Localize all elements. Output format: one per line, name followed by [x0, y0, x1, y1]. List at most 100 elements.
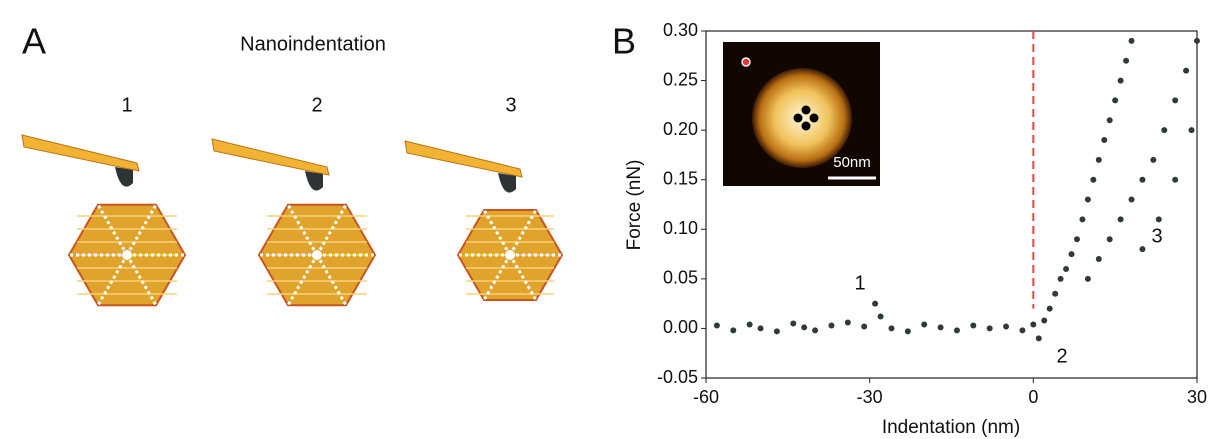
data-point [1079, 216, 1086, 223]
tip [498, 173, 516, 193]
data-point [790, 320, 797, 327]
hexagon-spoke [482, 254, 512, 301]
data-point [986, 325, 993, 332]
data-point [1172, 176, 1179, 183]
data-point [1150, 156, 1157, 163]
x-tick-label: -60 [693, 387, 719, 407]
hexagon-spoke [286, 254, 319, 306]
data-point [1090, 176, 1097, 183]
data-point [1106, 117, 1113, 124]
y-tick-label: 0.25 [663, 69, 698, 89]
data-point [757, 325, 764, 332]
inset-dot [793, 113, 803, 123]
x-axis-label: Indentation (nm) [882, 417, 1020, 438]
data-point [1106, 236, 1113, 243]
data-point [844, 319, 851, 326]
hexagon-spoke [315, 254, 348, 306]
diagrams [21, 134, 564, 307]
data-point [773, 328, 780, 335]
data-point [1172, 97, 1179, 104]
data-point [1117, 216, 1124, 223]
data-point [1128, 37, 1135, 44]
hexagon-spoke [315, 204, 348, 256]
data-point [1117, 77, 1124, 84]
data-point [953, 327, 960, 334]
inset-dot [801, 121, 811, 131]
data-point [1123, 57, 1130, 64]
annotation: 3 [1151, 225, 1162, 247]
data-point [1183, 67, 1190, 74]
data-point [828, 322, 835, 329]
y-tick-label: 0.00 [663, 317, 698, 337]
data-point [1003, 323, 1010, 330]
data-point [904, 328, 911, 335]
data-point [1112, 97, 1119, 104]
hexagon-center [312, 250, 322, 260]
data-point [861, 323, 868, 330]
data-point [1084, 275, 1091, 282]
hexagon-spoke [482, 209, 512, 256]
data-point [1084, 196, 1091, 203]
hexagon-center [122, 250, 132, 260]
cantilever [211, 138, 330, 176]
y-tick-label: -0.05 [657, 367, 698, 387]
data-point [1035, 335, 1042, 342]
data-point [1095, 156, 1102, 163]
data-point [1030, 321, 1037, 328]
y-tick-label: 0.15 [663, 168, 698, 188]
data-point [1188, 127, 1195, 134]
tip [115, 167, 133, 187]
data-point [1041, 317, 1048, 324]
data-point [801, 324, 808, 331]
data-point [1057, 275, 1064, 282]
step-label: 1 [121, 94, 132, 116]
data-point [1073, 236, 1080, 243]
data-point [730, 327, 737, 334]
data-point [1068, 251, 1075, 258]
data-point [812, 327, 819, 334]
data-point [1019, 327, 1026, 334]
hexagon-spoke [125, 254, 158, 306]
panel-label: A [22, 21, 46, 62]
inset-dot [809, 113, 819, 123]
data-point [1128, 196, 1135, 203]
data-point [1194, 37, 1200, 44]
hexagon-spoke [508, 209, 538, 256]
data-point [1139, 246, 1146, 253]
panel-title: Nanoindentation [240, 33, 386, 55]
hexagon-spoke [508, 254, 538, 301]
data-point [937, 324, 944, 331]
data-point [877, 313, 884, 320]
data-point [970, 322, 977, 329]
annotation: 1 [854, 272, 865, 294]
hexagon-center [505, 250, 515, 260]
data-point [921, 321, 928, 328]
y-tick-label: 0.05 [663, 268, 698, 288]
data-point [1139, 176, 1146, 183]
panel-label: B [612, 21, 636, 62]
step-label: 2 [311, 94, 322, 116]
data-point [746, 321, 753, 328]
x-tick-label: -30 [857, 387, 883, 407]
y-tick-label: 0.10 [663, 218, 698, 238]
data-point [1052, 290, 1059, 297]
data-point [1046, 305, 1053, 312]
data-point [1101, 137, 1108, 144]
plot-area: -0.05 0.00 0.05 0.10 0.15 0.20 0.25 0.30 -60 -30 0… [657, 20, 1207, 407]
data-point [1161, 127, 1168, 134]
scale-label: 50nm [833, 154, 871, 171]
y-axis-label: Force (nN) [624, 160, 645, 251]
inset-dot [801, 105, 811, 115]
hexagon-spoke [286, 204, 319, 256]
data-point [1095, 256, 1102, 263]
data-point [713, 322, 720, 329]
annotation: 2 [1056, 345, 1067, 367]
data-point [1155, 216, 1162, 223]
step-label: 3 [505, 94, 516, 116]
cantilever [404, 140, 523, 178]
hexagon-spoke [125, 204, 158, 256]
data-point [888, 325, 895, 332]
x-tick-label: 0 [1028, 387, 1038, 407]
hexagon-spoke [96, 204, 129, 256]
